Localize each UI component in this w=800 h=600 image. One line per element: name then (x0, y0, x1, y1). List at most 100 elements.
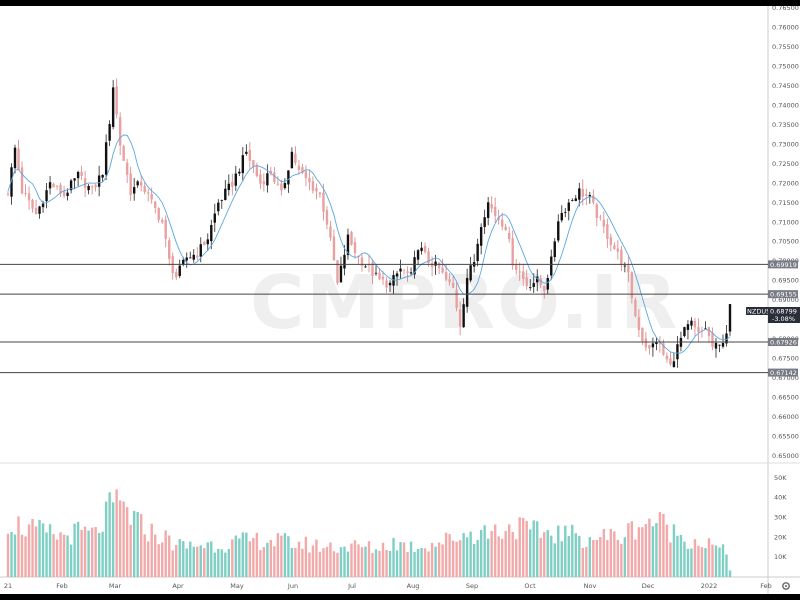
horizontal-levels[interactable]: 0.69919 0.69155 0.67926 0.67142 (0, 260, 798, 377)
candle-body (52, 183, 55, 188)
volume-bar (430, 542, 434, 577)
candle-body (94, 184, 97, 188)
candle-body (294, 153, 297, 164)
volume-bar (662, 513, 665, 577)
candle-body (154, 201, 157, 208)
price-chart[interactable]: CMPRO.IR 0.765000.760000.755000.750000.7… (0, 6, 800, 594)
candle-body (276, 183, 280, 185)
volume-bar (602, 529, 606, 577)
volume-bar (367, 541, 371, 577)
volume-bar (634, 539, 637, 577)
candle-body (711, 333, 714, 347)
candle-body (104, 142, 108, 175)
candle-body (507, 232, 511, 240)
time-tick-label: Dec (642, 582, 655, 590)
candle-body (500, 219, 504, 227)
candle-body (97, 175, 101, 187)
price-tick-label: 0.76000 (772, 23, 799, 31)
volume-bar (76, 521, 80, 577)
price-tick-label: 0.72000 (772, 179, 799, 187)
volume-bar (627, 523, 630, 577)
volume-bar (332, 551, 336, 577)
last-price-label: 0.68799 (770, 308, 797, 316)
candle-body (66, 192, 69, 196)
volume-bar (154, 534, 157, 577)
candle-body (707, 326, 711, 336)
candle-body (13, 147, 17, 169)
candle-body (139, 181, 143, 186)
volume-bar (10, 531, 13, 577)
level-label: 0.69919 (770, 261, 797, 269)
candle-body (385, 280, 388, 288)
volume-bar (686, 548, 690, 577)
volume-bar (444, 532, 448, 577)
volume-bar (62, 534, 66, 577)
candle-body (515, 265, 518, 270)
volume-bar (164, 530, 167, 577)
candle-body (550, 256, 553, 276)
volume-bar (38, 519, 41, 577)
candle-body (374, 272, 378, 274)
volume-bar (83, 526, 87, 577)
volume-bar (648, 518, 651, 577)
volume-bar (679, 534, 683, 577)
price-tick-label: 0.75000 (772, 62, 799, 70)
candle-body (203, 241, 206, 246)
price-tick-label: 0.73500 (772, 121, 799, 129)
volume-bar (588, 537, 592, 577)
candle-body (269, 170, 273, 174)
volume-bar (350, 543, 353, 577)
volume-bar (493, 524, 497, 577)
candle-body (325, 210, 329, 225)
candle-body (658, 343, 662, 345)
price-tick-label: 0.74000 (772, 101, 799, 109)
candle-body (644, 338, 648, 348)
volume-bar (17, 516, 20, 577)
candle-body (539, 278, 542, 285)
level-label-box (768, 338, 798, 347)
candle-body (567, 202, 570, 211)
candle-body (483, 217, 486, 227)
candle-body (476, 243, 479, 262)
volume-bar (718, 547, 721, 577)
candle-body (48, 182, 52, 189)
price-tick-label: 0.74500 (772, 82, 799, 90)
volume-bar (27, 524, 31, 577)
volume-bar (553, 543, 556, 577)
volume-bar (592, 540, 595, 577)
volume-bar (483, 525, 486, 577)
volume-bar (630, 521, 634, 577)
price-change-label: -3.08% (772, 315, 795, 323)
candle-body (655, 341, 658, 345)
moving-average-line (7, 134, 731, 354)
candle-body (350, 232, 353, 245)
candle-body (301, 167, 304, 173)
candle-body (620, 249, 623, 266)
candle-body (585, 194, 588, 196)
volume-bar (69, 544, 73, 577)
volume-bar (557, 525, 560, 577)
volume-bar (472, 543, 476, 577)
price-axis: 0.76500 0.76000 0.75500 0.75000 0.74500 0.740… (772, 6, 799, 460)
candle-body (41, 203, 45, 208)
volume-bar (111, 502, 115, 577)
volume-bar (329, 542, 332, 577)
settings-icon[interactable] (782, 582, 790, 590)
candle-body (55, 185, 59, 187)
candle-body (287, 170, 290, 185)
volume-bar (571, 524, 574, 577)
candle-body (616, 248, 620, 252)
candle-body (62, 190, 66, 196)
candle-body (714, 342, 718, 349)
volume-bar (59, 532, 62, 577)
candle-body (360, 257, 364, 266)
price-tick-label: 0.69000 (772, 296, 799, 304)
level-label: 0.67142 (770, 369, 797, 377)
volume-bar (490, 531, 493, 577)
candle-body (399, 268, 402, 272)
volume-bar (20, 534, 24, 577)
time-tick-label: Feb (760, 582, 772, 590)
volume-bar (486, 538, 490, 577)
price-tick-label: 0.72500 (772, 160, 799, 168)
volume-bar (543, 532, 546, 577)
